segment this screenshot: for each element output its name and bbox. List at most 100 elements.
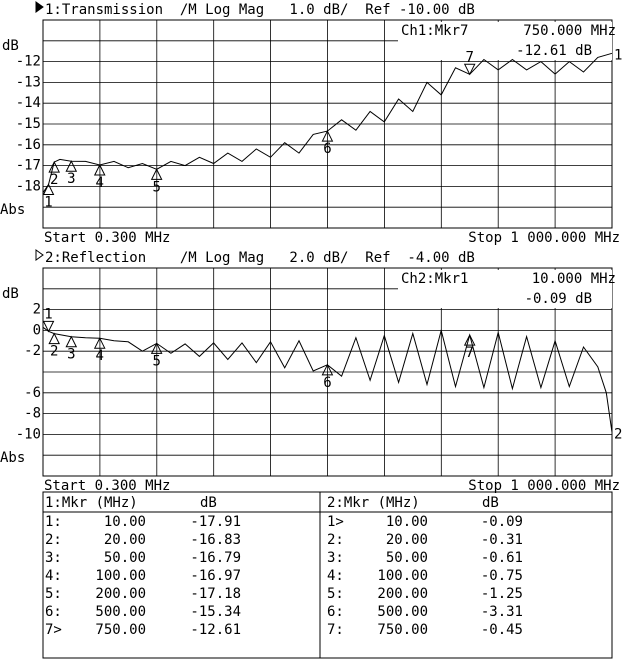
readout-freq: 10.000 MHz [532,271,616,287]
marker-freq: 20.00 [386,532,428,548]
channel-indicator [35,249,44,261]
marker-freq: 500.00 [95,604,146,620]
marker-value: -17.91 [190,514,241,530]
y-tick-label: -12 [16,54,41,70]
start-label: Start 0.300 MHz [44,478,170,494]
marker-id: 7: [327,622,344,638]
marker [321,363,334,376]
marker-id: 5: [45,586,62,602]
y-tick-label: 0 [33,322,41,338]
marker-id: 2: [327,532,344,548]
marker-id: 1: [45,514,62,530]
marker-label: 7 [465,49,473,65]
marker-label: 5 [152,179,160,195]
start-label: Start 0.300 MHz [44,230,170,246]
trace [42,52,613,193]
marker [42,183,55,196]
y-tick-label: -17 [16,158,41,174]
marker-label: 3 [67,171,75,187]
stop-label: Stop 1 000.000 MHz [468,230,620,246]
readout-marker: Ch2:Mkr1 [401,271,468,287]
marker-value: -17.18 [190,586,241,602]
table-header: dB [482,495,499,511]
marker [48,332,61,345]
marker-label: 2 [50,172,58,188]
readout-value: -12.61 dB [516,43,592,59]
table-header: 1:Mkr (MHz) [45,495,138,511]
y-tick-label: -18 [16,178,41,194]
marker-value: -3.31 [481,604,523,620]
marker-id: 1> [327,514,344,530]
readout-value: -0.09 dB [525,291,592,307]
y-tick-label: -10 [16,426,41,442]
marker [65,335,78,348]
y-tick-label: 2 [33,302,41,318]
channel-title: 2:Reflection /M Log Mag 2.0 dB/ Ref -4.0… [45,250,475,266]
y-tick-label: -13 [16,74,41,90]
channel-title: 1:Transmission /M Log Mag 1.0 dB/ Ref -1… [45,2,475,18]
marker-freq: 750.00 [95,622,146,638]
y-unit: dB [2,286,19,302]
y-tick-label: -16 [16,137,41,153]
marker-id: 4: [45,568,62,584]
marker [93,163,106,176]
marker-label: 7 [465,345,473,361]
readout-freq: 750.000 MHz [523,23,616,39]
marker-freq: 100.00 [95,568,146,584]
marker-label: 5 [152,353,160,369]
marker-value: -12.61 [190,622,241,638]
marker [42,320,55,333]
readout-box [398,22,612,60]
marker [48,160,61,173]
marker-id: 6: [327,604,344,620]
marker-freq: 10.00 [104,514,146,530]
y-unit: dB [2,38,19,54]
y-tick-label: -14 [16,95,41,111]
table-header: 2:Mkr (MHz) [327,495,420,511]
table-frame [42,491,613,659]
readout-marker: Ch1:Mkr7 [401,23,468,39]
marker [150,342,163,354]
marker-freq: 20.00 [104,532,146,548]
marker-value: -0.75 [481,568,523,584]
marker-id: 6: [45,604,62,620]
marker-label: 6 [323,141,331,157]
marker [463,333,476,346]
y-format: Abs [0,450,25,466]
marker-value: -0.31 [481,532,523,548]
marker-label: 3 [67,347,75,363]
marker-freq: 50.00 [104,550,146,566]
marker [150,168,163,180]
marker-id: 7> [45,622,62,638]
marker [93,337,106,349]
trace-label: 1 [614,47,622,63]
marker-label: 2 [50,344,58,360]
marker-value: -15.34 [190,604,241,620]
marker-value: -16.83 [190,532,241,548]
table-header: dB [200,495,217,511]
marker-value: -16.79 [190,550,241,566]
marker-label: 4 [96,348,104,364]
marker-value: -1.25 [481,586,523,602]
marker-value: -0.61 [481,550,523,566]
y-tick-label: -6 [24,385,41,401]
marker-freq: 200.00 [95,586,146,602]
marker-freq: 200.00 [377,586,428,602]
y-tick-label: -8 [24,406,41,422]
marker-label: 1 [44,195,52,211]
marker-value: -0.45 [481,622,523,638]
marker [321,129,334,142]
y-tick-label: -15 [16,116,41,132]
y-format: Abs [0,202,25,218]
marker-value: -16.97 [190,568,241,584]
marker-id: 3: [45,550,62,566]
marker [65,160,78,172]
channel-indicator [35,1,44,13]
marker [463,63,476,76]
marker-freq: 10.00 [386,514,428,530]
y-tick-label: -2 [24,343,41,359]
marker-id: 2: [45,532,62,548]
stop-label: Stop 1 000.000 MHz [468,478,620,494]
readout-box [398,270,612,308]
